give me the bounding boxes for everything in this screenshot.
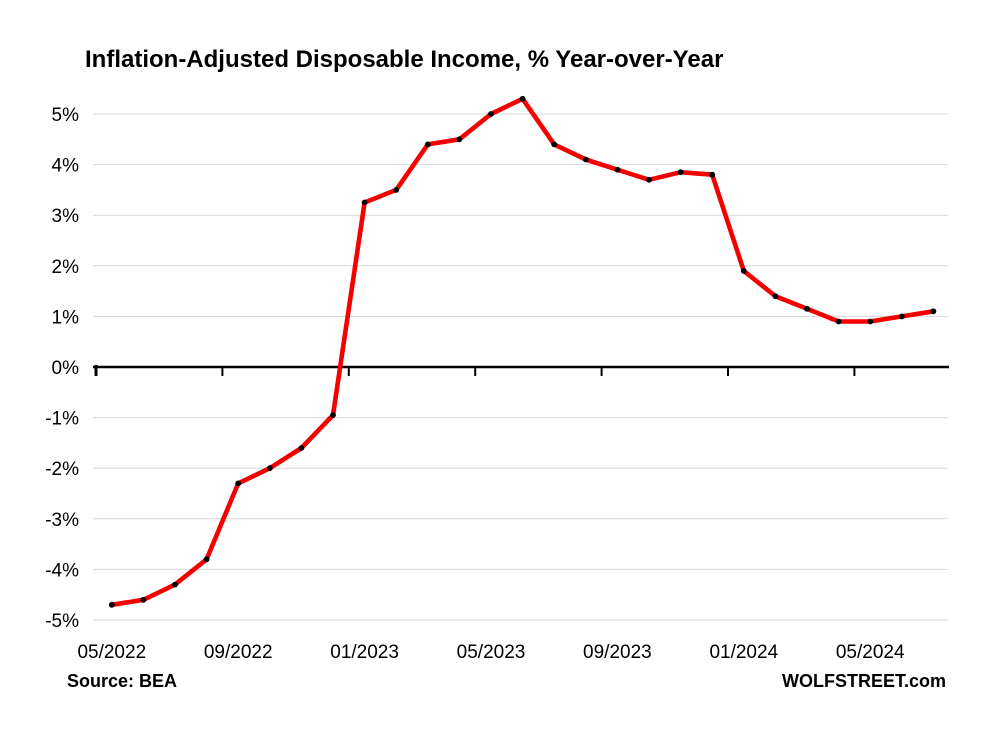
data-line (109, 96, 936, 608)
data-point-marker (582, 156, 589, 163)
x-axis-label: 01/2024 (709, 642, 778, 663)
data-point-marker (266, 465, 273, 472)
chart-title: Inflation-Adjusted Disposable Income, % … (85, 46, 724, 73)
y-axis-label: 5% (52, 105, 80, 126)
y-axis-label: -2% (45, 459, 79, 480)
y-axis-label: -4% (45, 560, 79, 581)
data-point-marker (551, 141, 558, 148)
data-point-marker (140, 596, 147, 603)
y-axis-label: 3% (52, 206, 80, 227)
data-point-marker (804, 305, 810, 312)
data-point-marker (740, 268, 747, 274)
source-label: Source: BEA (67, 671, 178, 691)
data-point-marker (614, 166, 621, 173)
y-axis-label: -1% (45, 409, 79, 430)
data-point-marker (646, 176, 652, 183)
data-point-marker (235, 480, 242, 487)
data-point-marker (298, 445, 305, 451)
data-point-marker (361, 199, 368, 206)
data-point-marker (772, 293, 779, 300)
x-axis-label: 09/2022 (204, 642, 273, 663)
data-point-marker (424, 141, 431, 148)
data-point-marker (677, 169, 684, 176)
x-axis-label: 05/2023 (457, 642, 526, 663)
y-axis-label: 4% (52, 156, 80, 177)
y-axis-label: 2% (52, 257, 80, 278)
data-point-marker (835, 318, 842, 325)
data-point-marker (867, 318, 874, 325)
y-axis-label: -5% (45, 611, 79, 632)
y-axis-label: -3% (45, 510, 79, 531)
data-point-marker (393, 187, 400, 193)
x-axis-label: 01/2023 (330, 642, 399, 663)
y-axis-label: 1% (52, 307, 80, 328)
x-axis-label: 09/2023 (583, 642, 652, 663)
x-axis-label: 05/2024 (836, 642, 905, 663)
data-point-marker (488, 111, 494, 117)
data-point-marker (519, 95, 526, 102)
watermark-label: WOLFSTREET.com (781, 671, 946, 691)
data-point-marker (898, 313, 905, 320)
y-axis-label: 0% (52, 358, 80, 379)
data-point-marker (203, 556, 210, 563)
data-point-marker (108, 601, 115, 608)
data-point-marker (709, 171, 716, 178)
x-axis-label: 05/2022 (77, 642, 146, 663)
data-point-marker (930, 308, 937, 315)
data-point-marker (172, 581, 178, 588)
data-point-marker (456, 136, 463, 143)
data-point-marker (330, 412, 336, 418)
